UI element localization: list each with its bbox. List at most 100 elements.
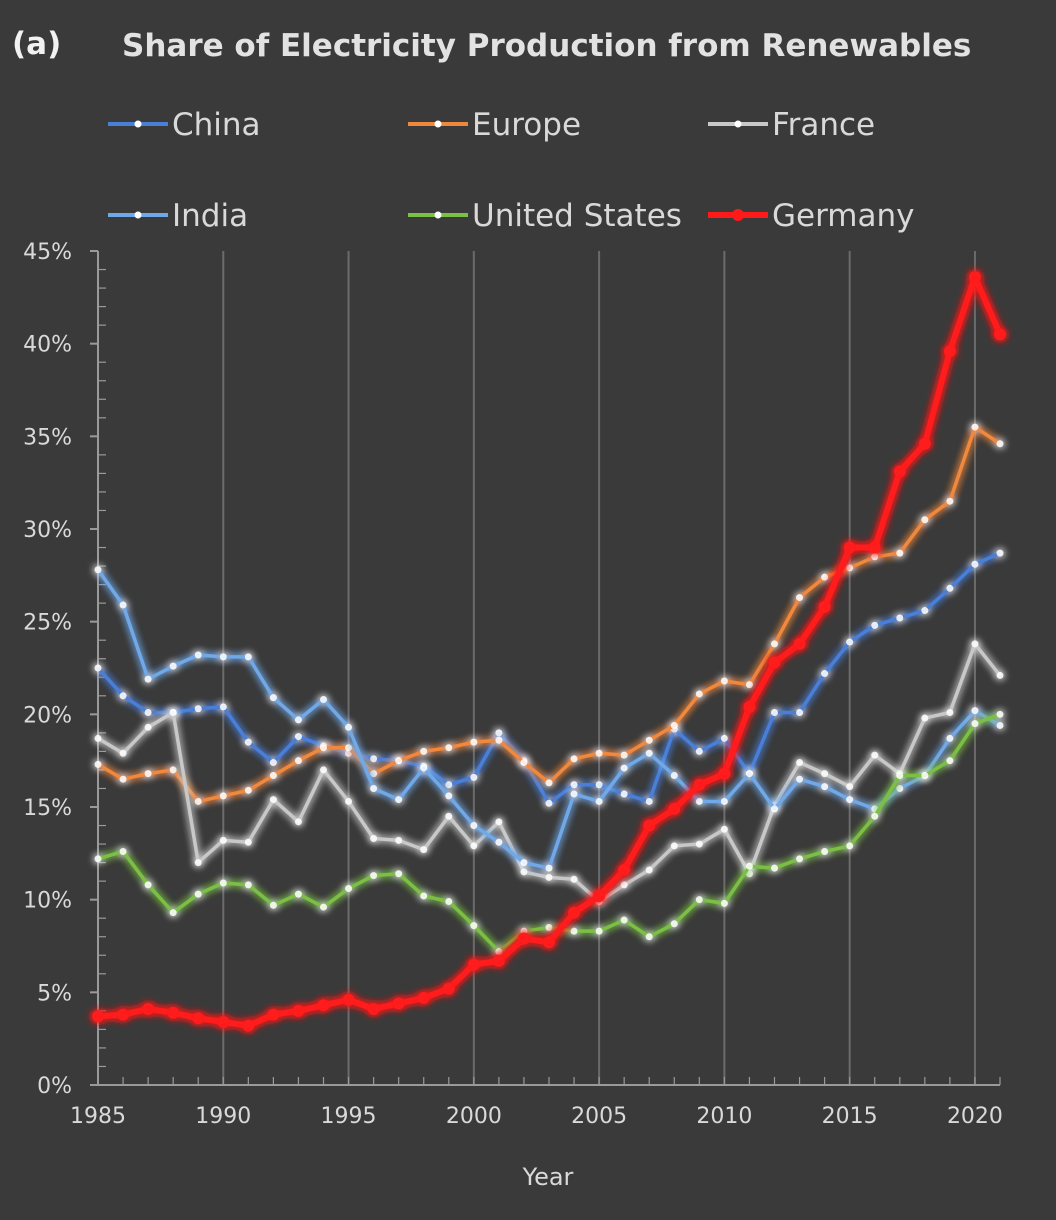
data-point: [467, 958, 480, 971]
y-tick-label: 25%: [23, 611, 72, 636]
legend-marker: [134, 211, 142, 219]
data-point: [142, 1003, 155, 1016]
data-point: [771, 708, 778, 716]
data-point: [244, 786, 252, 794]
data-point: [771, 805, 778, 813]
data-point: [643, 819, 656, 832]
data-point: [169, 662, 177, 670]
data-point: [645, 933, 653, 941]
data-point: [194, 859, 202, 867]
data-point: [796, 759, 804, 767]
data-point: [793, 637, 806, 650]
y-tick-label: 5%: [37, 981, 72, 1006]
data-point: [796, 855, 804, 863]
data-point: [771, 864, 778, 872]
data-point: [492, 954, 505, 967]
data-point: [896, 614, 904, 622]
legend-item: China: [108, 107, 261, 143]
data-point: [520, 759, 528, 767]
data-point: [320, 903, 327, 911]
data-point: [871, 553, 879, 561]
x-axis-title: Year: [522, 1163, 574, 1191]
data-point: [194, 890, 202, 898]
data-point: [620, 916, 628, 924]
data-point: [843, 541, 856, 554]
legend-label: China: [172, 107, 261, 143]
data-point: [893, 465, 906, 478]
data-point: [370, 835, 378, 843]
y-tick-label: 40%: [23, 333, 72, 358]
data-point: [745, 770, 753, 778]
data-point: [695, 747, 703, 755]
data-point: [568, 906, 581, 919]
data-point: [543, 936, 555, 949]
x-tick-label: 2015: [822, 1104, 878, 1129]
data-point: [593, 889, 606, 902]
series-germany: [92, 270, 1006, 1032]
legend-item: India: [108, 198, 248, 234]
data-point: [996, 721, 1004, 729]
data-point: [242, 1019, 255, 1032]
series-france: [94, 640, 1004, 906]
gridlines: [97, 251, 976, 1085]
data-point: [871, 751, 879, 759]
data-point: [971, 640, 979, 648]
data-point: [192, 1012, 205, 1025]
data-point: [194, 651, 202, 659]
data-point: [94, 855, 102, 863]
legend-item: Germany: [708, 198, 914, 234]
data-point: [420, 764, 428, 772]
data-point: [545, 864, 553, 872]
data-point: [317, 999, 330, 1012]
data-point: [595, 927, 603, 935]
data-point: [946, 734, 954, 742]
data-point: [269, 771, 277, 779]
data-point: [771, 640, 778, 648]
data-point: [846, 638, 854, 646]
data-point: [620, 751, 628, 759]
x-tick-label: 2005: [571, 1104, 627, 1129]
y-tick-label: 30%: [23, 518, 72, 543]
data-point: [745, 862, 753, 870]
data-point: [545, 873, 553, 881]
legend-marker: [734, 120, 742, 128]
data-point: [645, 866, 653, 874]
y-tick-label: 35%: [23, 425, 72, 450]
series-lines: [92, 270, 1006, 1032]
data-point: [269, 759, 277, 767]
data-point: [693, 778, 706, 791]
data-point: [695, 797, 703, 805]
data-point: [670, 771, 678, 779]
data-point: [392, 997, 405, 1010]
data-point: [169, 708, 177, 716]
data-point: [645, 749, 653, 757]
data-point: [345, 885, 353, 893]
data-point: [618, 864, 631, 877]
legend-marker: [732, 209, 744, 221]
data-point: [219, 703, 227, 711]
data-point: [996, 440, 1004, 448]
data-point: [620, 764, 628, 772]
data-point: [342, 993, 355, 1006]
data-point: [370, 784, 378, 792]
data-point: [370, 872, 378, 880]
data-point: [294, 818, 302, 826]
data-point: [695, 896, 703, 904]
data-point: [144, 723, 152, 731]
data-point: [896, 784, 904, 792]
data-point: [946, 497, 954, 505]
data-point: [996, 549, 1004, 557]
data-point: [846, 842, 854, 850]
data-point: [395, 870, 403, 878]
data-point: [670, 842, 678, 850]
chart-title: Share of Electricity Production from Ren…: [122, 28, 971, 64]
series-europe: [94, 423, 1004, 805]
data-point: [495, 838, 503, 846]
data-point: [896, 771, 904, 779]
data-point: [620, 881, 628, 889]
data-point: [294, 890, 302, 898]
data-point: [420, 892, 428, 900]
data-point: [720, 677, 728, 685]
data-point: [244, 838, 252, 846]
